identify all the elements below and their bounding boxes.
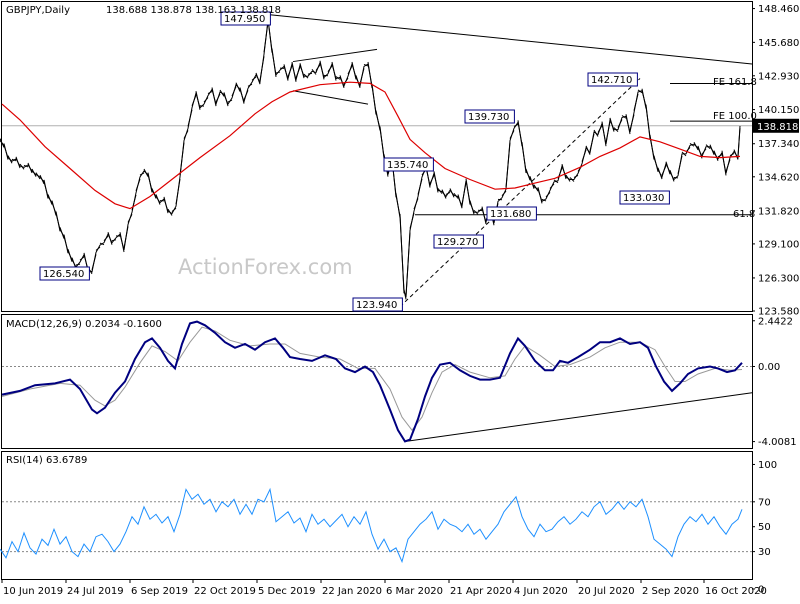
level-label-10: FE 100.0 — [713, 111, 757, 122]
macd-label: MACD(12,26,9) 0.2034 -0.1600 — [6, 319, 162, 330]
price-ytick-label: 148.460 — [758, 4, 799, 15]
price-annotation-3: 135.740 — [387, 160, 428, 171]
current-price-label: 138.818 — [757, 122, 798, 133]
xtick-label: 2 Sep 2020 — [642, 586, 699, 597]
macd-signal-line — [2, 327, 742, 430]
chart-ohlc: 138.688 138.878 138.163 138.818 — [106, 5, 281, 16]
xtick-label: 6 Mar 2020 — [386, 586, 443, 597]
rsi-label: RSI(14) 63.6789 — [6, 455, 87, 466]
price-annotation-7: 126.540 — [43, 269, 84, 280]
xtick-label: 24 Jul 2019 — [67, 586, 124, 597]
xtick-label: 5 Dec 2019 — [258, 586, 316, 597]
xtick-label: 16 Oct 2020 — [705, 586, 767, 597]
price-trendline-line-0 — [270, 15, 752, 64]
price-ytick-label: 142.930 — [758, 71, 799, 82]
macd-trendline — [405, 393, 752, 442]
rsi-panel-frame — [2, 452, 753, 580]
chart-symbol: GBPJPY,Daily — [6, 5, 70, 16]
price-dashed-line-3 — [400, 78, 640, 306]
price-annotation-5: 131.680 — [490, 209, 531, 220]
price-annotation-1: 142.710 — [591, 75, 632, 86]
xtick-label: 6 Sep 2019 — [131, 586, 188, 597]
price-ytick-label: 131.820 — [758, 206, 799, 217]
price-panel-frame — [2, 2, 753, 312]
macd-ytick-label: -4.0081 — [758, 437, 797, 448]
price-annotation-4: 133.030 — [623, 193, 664, 204]
price-ytick-label: 137.340 — [758, 139, 799, 150]
watermark: ActionForex.com — [178, 255, 353, 279]
level-label-11: 61.8 — [733, 209, 755, 220]
price-ytick-label: 145.680 — [758, 38, 799, 49]
price-annotation-2: 139.730 — [468, 112, 509, 123]
price-annotation-8: 123.940 — [356, 300, 397, 311]
rsi-ytick-label: 70 — [758, 497, 771, 508]
level-label-9: FE 161.8 — [713, 77, 757, 88]
macd-ytick-label: 2.4422 — [758, 316, 793, 327]
macd-line — [2, 322, 742, 442]
rsi-ytick-label: 30 — [758, 547, 771, 558]
xtick-label: 22 Jan 2020 — [322, 586, 382, 597]
macd-ytick-label: 0.00 — [758, 362, 780, 373]
price-ytick-label: 140.150 — [758, 105, 799, 116]
xtick-label: 10 Jun 2019 — [3, 586, 63, 597]
price-ytick-label: 134.620 — [758, 172, 799, 183]
price-channel-line-2 — [293, 91, 368, 104]
price-ytick-label: 129.100 — [758, 239, 799, 250]
rsi-ytick-label: 100 — [758, 460, 777, 471]
xtick-label: 20 Jul 2020 — [578, 586, 635, 597]
price-channel-line-1 — [293, 49, 377, 61]
price-annotation-6: 129.270 — [437, 237, 478, 248]
rsi-line — [0, 489, 742, 561]
xtick-label: 22 Oct 2019 — [194, 586, 256, 597]
price-close-series — [0, 20, 740, 297]
price-ytick-label: 126.300 — [758, 273, 799, 284]
rsi-ytick-label: 50 — [758, 522, 771, 533]
xtick-label: 21 Apr 2020 — [450, 586, 512, 597]
moving-average-line — [2, 82, 740, 208]
xtick-label: 4 Jun 2020 — [514, 586, 568, 597]
